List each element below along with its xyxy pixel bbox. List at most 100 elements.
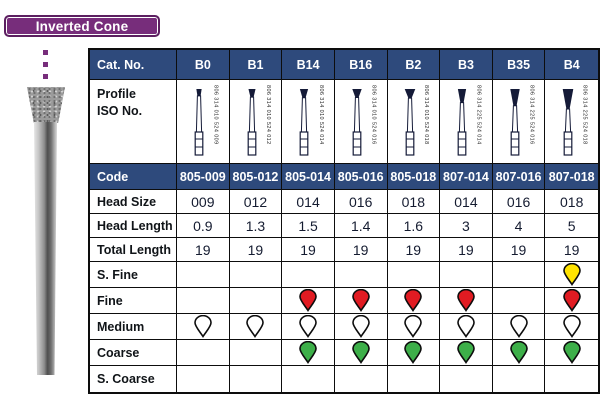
spec-cell-B0: 19 bbox=[177, 238, 230, 262]
grit-cell-B1 bbox=[229, 288, 283, 314]
profile-iso-label: Profile ISO No. bbox=[90, 80, 177, 164]
cat-no-header: Cat. No. bbox=[90, 50, 177, 80]
grit-cell-B0 bbox=[177, 340, 230, 366]
col-header-B3: B3 bbox=[440, 50, 493, 80]
grit-cell-B14 bbox=[282, 366, 335, 392]
col-header-B0: B0 bbox=[177, 50, 230, 80]
grit-cell-B16 bbox=[335, 366, 388, 392]
grit-cell-B3 bbox=[440, 340, 493, 366]
row-label-medium: Medium bbox=[90, 314, 177, 340]
grit-cell-B2 bbox=[387, 288, 441, 314]
grit-drop-icon bbox=[351, 341, 370, 364]
col-header-B35: B35 bbox=[492, 50, 546, 80]
spec-cell-B35: 19 bbox=[492, 238, 546, 262]
grit-drop-icon bbox=[194, 315, 212, 338]
grit-cell-B2 bbox=[387, 314, 441, 340]
bur-profile-icon bbox=[194, 89, 204, 156]
code-cell-B35: 807-016 bbox=[492, 164, 546, 190]
grit-drop-icon bbox=[457, 341, 475, 364]
iso-number: 806 314 010 524 012 bbox=[265, 85, 272, 145]
spec-cell-B0: 009 bbox=[177, 190, 230, 214]
grit-cell-B0 bbox=[177, 262, 230, 288]
grit-cell-B4 bbox=[545, 262, 598, 288]
grit-cell-B4 bbox=[545, 314, 598, 340]
grit-cell-B16 bbox=[334, 340, 388, 366]
grit-cell-B35 bbox=[492, 314, 546, 340]
grit-cell-B0 bbox=[177, 314, 230, 340]
row-label-s-coarse: S. Coarse bbox=[90, 366, 177, 392]
grit-drop-icon bbox=[299, 315, 317, 338]
grit-drop-icon bbox=[562, 315, 581, 338]
iso-number: 806 314 225 524 018 bbox=[581, 85, 588, 145]
grit-cell-B4 bbox=[545, 288, 598, 314]
spec-cell-B3: 19 bbox=[440, 238, 493, 262]
grit-cell-B35 bbox=[492, 288, 546, 314]
spec-cell-B1: 19 bbox=[229, 238, 283, 262]
code-cell-B0: 805-009 bbox=[177, 164, 230, 190]
bur-profile-icon bbox=[404, 89, 415, 156]
grit-cell-B2 bbox=[387, 262, 441, 288]
spec-cell-B1: 012 bbox=[229, 190, 283, 214]
spec-cell-B4: 19 bbox=[545, 238, 598, 262]
spec-cell-B14: 1.5 bbox=[282, 214, 335, 238]
grit-drop-icon bbox=[404, 289, 423, 312]
grit-cell-B3 bbox=[440, 366, 493, 392]
grit-cell-B1 bbox=[229, 314, 283, 340]
grit-drop-icon bbox=[562, 341, 581, 364]
spec-cell-B1: 1.3 bbox=[229, 214, 283, 238]
grit-drop-icon bbox=[404, 315, 423, 338]
grit-cell-B3 bbox=[440, 288, 493, 314]
row-label-total-length: Total Length bbox=[90, 238, 177, 262]
grit-cell-B16 bbox=[334, 314, 388, 340]
profile-cell-B1: 806 314 010 524 012 bbox=[229, 80, 283, 164]
grit-cell-B1 bbox=[230, 366, 283, 392]
grit-cell-B14 bbox=[282, 314, 335, 340]
grit-drop-icon bbox=[351, 289, 370, 312]
spec-cell-B16: 19 bbox=[334, 238, 388, 262]
grit-cell-B1 bbox=[229, 340, 283, 366]
grit-cell-B14 bbox=[282, 262, 335, 288]
spec-cell-B2: 1.6 bbox=[387, 214, 441, 238]
bur-photo-shank bbox=[34, 122, 57, 375]
grit-drop-icon bbox=[299, 289, 317, 312]
section-title-badge: Inverted Cone bbox=[4, 15, 160, 37]
section-title: Inverted Cone bbox=[35, 18, 129, 34]
grit-drop-icon bbox=[509, 315, 528, 338]
code-cell-B1: 805-012 bbox=[229, 164, 283, 190]
connector-dot bbox=[43, 50, 48, 55]
spec-cell-B4: 5 bbox=[545, 214, 598, 238]
connector-dot bbox=[43, 74, 48, 79]
grit-drop-icon bbox=[457, 289, 475, 312]
grit-drop-icon bbox=[457, 315, 475, 338]
col-header-B1: B1 bbox=[229, 50, 283, 80]
grit-drop-icon bbox=[299, 341, 317, 364]
grit-cell-B2 bbox=[388, 366, 441, 392]
bur-profile-icon bbox=[562, 89, 574, 156]
grit-cell-B35 bbox=[492, 262, 546, 288]
spec-cell-B3: 014 bbox=[440, 190, 493, 214]
grit-drop-icon bbox=[351, 315, 370, 338]
col-header-B4: B4 bbox=[545, 50, 598, 80]
col-header-B2: B2 bbox=[387, 50, 441, 80]
grit-cell-B0 bbox=[177, 366, 230, 392]
row-label-fine: Fine bbox=[90, 288, 177, 314]
iso-number: 806 314 225 524 014 bbox=[475, 85, 482, 145]
grit-cell-B2 bbox=[387, 340, 441, 366]
iso-number: 806 314 010 524 014 bbox=[317, 85, 324, 145]
grit-drop-icon bbox=[562, 289, 581, 312]
row-label-head-size: Head Size bbox=[90, 190, 177, 214]
spec-cell-B35: 4 bbox=[492, 214, 546, 238]
bur-profile-icon bbox=[247, 89, 257, 156]
profile-cell-B0: 806 314 010 524 009 bbox=[177, 80, 230, 164]
profile-cell-B16: 806 314 010 524 016 bbox=[334, 80, 388, 164]
spec-table: Cat. No. B0 B1 B14 B16 B2 B3 B35 B4 Profile ISO N… bbox=[88, 48, 600, 394]
grit-cell-B1 bbox=[229, 262, 283, 288]
row-label-s-fine: S. Fine bbox=[90, 262, 177, 288]
spec-cell-B3: 3 bbox=[440, 214, 493, 238]
row-label-coarse: Coarse bbox=[90, 340, 177, 366]
profile-cell-B14: 806 314 010 524 014 bbox=[282, 80, 335, 164]
grit-cell-B14 bbox=[282, 340, 335, 366]
iso-number: 806 314 010 524 009 bbox=[212, 85, 219, 145]
spec-cell-B2: 018 bbox=[387, 190, 441, 214]
iso-number: 806 314 010 524 018 bbox=[423, 85, 430, 145]
